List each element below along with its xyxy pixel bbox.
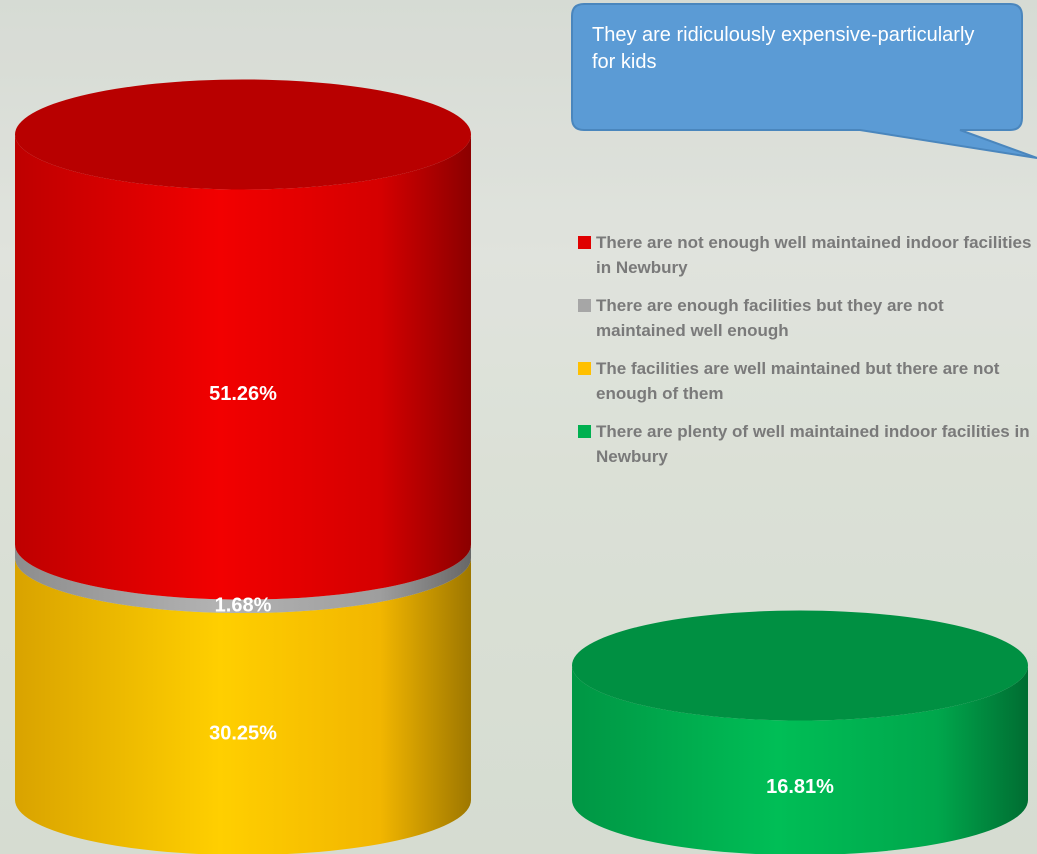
legend-label: The facilities are well maintained but t… <box>596 359 1000 403</box>
legend: There are not enough well maintained ind… <box>578 230 1034 482</box>
legend-swatch <box>578 425 591 438</box>
callout-text: They are ridiculously expensive-particul… <box>592 24 975 73</box>
value-label: 30.25% <box>209 722 277 744</box>
legend-item: There are plenty of well maintained indo… <box>578 419 1034 469</box>
callout-bubble <box>571 3 1037 159</box>
legend-swatch <box>578 362 591 375</box>
legend-label: There are enough facilities but they are… <box>596 296 944 340</box>
value-label: 1.68% <box>215 595 272 617</box>
legend-swatch <box>578 236 591 249</box>
bar <box>15 558 471 854</box>
legend-item: The facilities are well maintained but t… <box>578 356 1034 406</box>
bar-top <box>15 79 471 190</box>
legend-swatch <box>578 299 591 312</box>
bar <box>572 665 1028 854</box>
legend-label: There are plenty of well maintained indo… <box>596 422 1030 466</box>
legend-item: There are not enough well maintained ind… <box>578 230 1034 280</box>
value-label: 51.26% <box>209 383 277 405</box>
legend-item: There are enough facilities but they are… <box>578 293 1034 343</box>
bar <box>15 544 471 613</box>
bar-top <box>572 610 1028 721</box>
bar <box>15 134 471 600</box>
value-label: 16.81% <box>766 776 834 798</box>
legend-label: There are not enough well maintained ind… <box>596 233 1032 277</box>
